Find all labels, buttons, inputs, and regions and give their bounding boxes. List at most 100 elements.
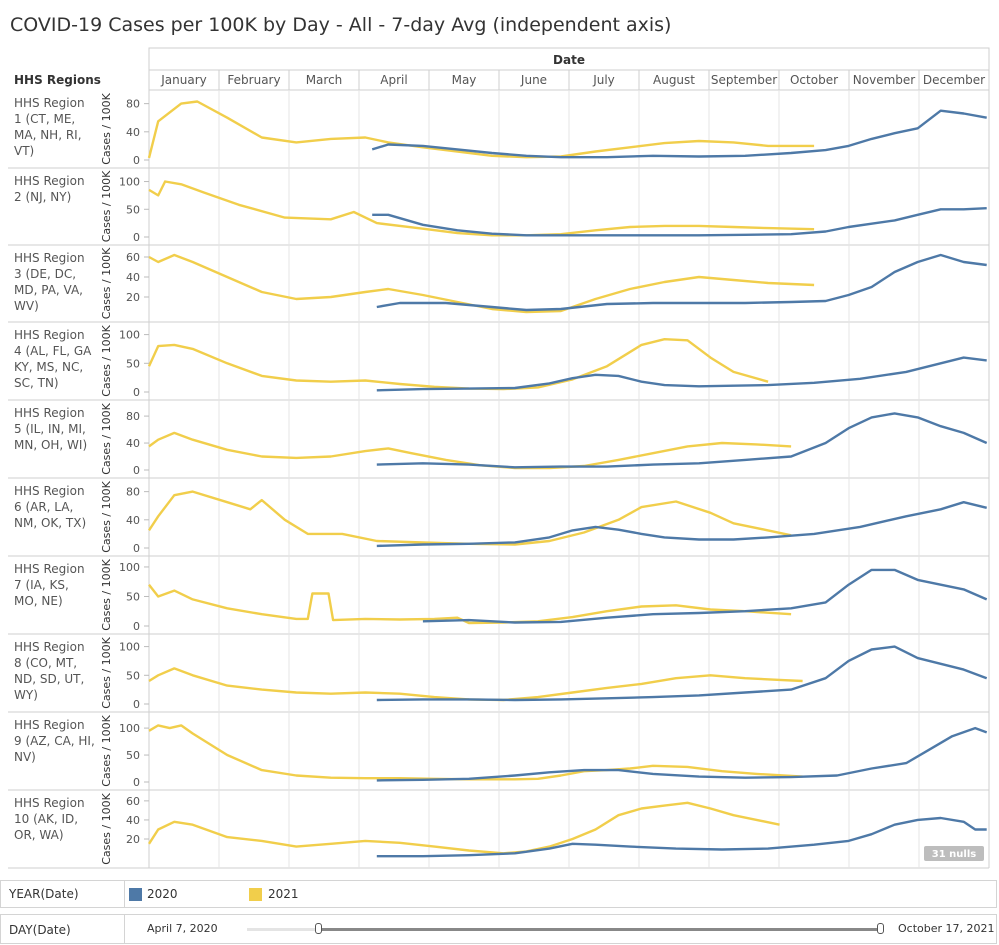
y-tick-label: 80 — [126, 98, 140, 111]
region-label-line: HHS Region — [14, 484, 85, 498]
y-tick-label: 0 — [133, 464, 140, 477]
y-axis-title: Cases / 100K — [100, 324, 113, 396]
region-label-line: 8 (CO, MT, — [14, 656, 77, 670]
y-tick-label: 100 — [119, 329, 140, 342]
y-tick-label: 40 — [126, 126, 140, 139]
legend-swatch-2020[interactable] — [129, 888, 142, 901]
series-2020-line-region-2 — [372, 207, 987, 237]
month-label-february: February — [227, 73, 280, 87]
y-tick-label: 100 — [119, 641, 140, 654]
region-label-line: HHS Region — [14, 251, 85, 265]
filter-end-date: October 17, 2021 — [898, 922, 995, 935]
slider-handle-end[interactable] — [877, 923, 884, 934]
series-2021-line-region-6 — [147, 490, 792, 546]
series-2021-line-region-2 — [148, 180, 815, 237]
y-axis-title: Cases / 100K — [100, 480, 113, 552]
series-2021-line-region-1 — [147, 100, 815, 159]
legend-label-2021[interactable]: 2021 — [268, 887, 299, 901]
series-2020-line-region-7 — [422, 568, 988, 624]
region-label-line: HHS Region — [14, 174, 85, 188]
y-tick-label: 100 — [119, 176, 140, 189]
month-label-january: January — [160, 73, 207, 87]
column-header-date: Date — [553, 53, 585, 67]
y-tick-label: 0 — [133, 698, 140, 711]
row-header-label: HHS Regions — [14, 73, 101, 87]
region-label-line: 6 (AR, LA, — [14, 500, 73, 514]
region-label-line: HHS Region — [14, 96, 85, 110]
filter-start-date: April 7, 2020 — [147, 922, 218, 935]
region-label-line: 2 (NJ, NY) — [14, 190, 71, 204]
region-label-line: 1 (CT, ME, — [14, 112, 75, 126]
region-label-line: 5 (IL, IN, MI, — [14, 422, 86, 436]
month-label-november: November — [853, 73, 915, 87]
region-label-line: MO, NE) — [14, 594, 63, 608]
region-label-line: 7 (IA, KS, — [14, 578, 69, 592]
month-label-september: September — [711, 73, 777, 87]
y-axis-title: Cases / 100K — [100, 558, 113, 630]
y-axis-title: Cases / 100K — [100, 170, 113, 242]
series-2020-line-region-8 — [376, 645, 988, 702]
y-tick-label: 20 — [126, 833, 140, 846]
series-2021-line-region-10 — [147, 801, 780, 855]
legend-label-2020[interactable]: 2020 — [147, 887, 178, 901]
y-tick-label: 60 — [126, 251, 140, 264]
series-2021-line-region-4 — [147, 338, 769, 391]
filter-divider — [124, 915, 125, 943]
y-axis-title: Cases / 100K — [100, 92, 113, 164]
series-2020-line-region-4 — [376, 356, 987, 392]
series-2020-line-region-10 — [376, 816, 987, 858]
region-label-line: MA, NH, RI, — [14, 128, 82, 142]
slider-track-selected[interactable] — [319, 928, 881, 931]
region-label-line: 9 (AZ, CA, HI, — [14, 734, 95, 748]
y-axis-title: Cases / 100K — [100, 792, 113, 864]
slider-handle-start[interactable] — [315, 923, 322, 934]
y-tick-label: 0 — [133, 386, 140, 399]
month-label-july: July — [592, 73, 615, 87]
y-axis-title: Cases / 100K — [100, 247, 113, 319]
y-tick-label: 40 — [126, 271, 140, 284]
legend-title: YEAR(Date) — [9, 887, 79, 901]
month-label-april: April — [380, 73, 407, 87]
region-label-line: NV) — [14, 750, 36, 764]
region-label-line: HHS Region — [14, 562, 85, 576]
y-tick-label: 0 — [133, 776, 140, 789]
y-tick-label: 50 — [126, 357, 140, 370]
month-label-october: October — [790, 73, 838, 87]
series-2021-line-region-3 — [148, 253, 815, 314]
y-tick-label: 40 — [126, 814, 140, 827]
series-2020-line-region-3 — [376, 253, 987, 312]
y-tick-label: 40 — [126, 514, 140, 527]
year-legend: YEAR(Date) 2020 2021 — [0, 880, 997, 908]
region-label-line: OR, WA) — [14, 828, 64, 842]
filter-title: DAY(Date) — [9, 923, 71, 937]
y-tick-label: 80 — [126, 486, 140, 499]
region-label-line: 10 (AK, ID, — [14, 812, 78, 826]
region-label-line: HHS Region — [14, 796, 85, 810]
region-label-line: KY, MS, NC, — [14, 360, 83, 374]
region-label-line: HHS Region — [14, 640, 85, 654]
y-axis-title: Cases / 100K — [100, 636, 113, 708]
region-label-line: VT) — [14, 144, 34, 158]
region-label-line: 4 (AL, FL, GA — [14, 344, 92, 358]
y-tick-label: 50 — [126, 203, 140, 216]
small-multiples-chart: Date HHS Regions January February March April… — [8, 47, 990, 869]
month-label-december: December — [923, 73, 985, 87]
series-2021-line-region-9 — [148, 724, 803, 781]
y-tick-label: 20 — [126, 291, 140, 304]
region-label-line: MN, OH, WI) — [14, 438, 87, 452]
legend-swatch-2021[interactable] — [249, 888, 262, 901]
y-tick-label: 0 — [133, 542, 140, 555]
nulls-indicator-box — [924, 846, 984, 861]
y-tick-label: 100 — [119, 561, 140, 574]
y-axis-title: Cases / 100K — [100, 402, 113, 474]
legend-divider — [124, 881, 125, 907]
region-label-line: HHS Region — [14, 406, 85, 420]
series-2021-line-region-7 — [148, 583, 792, 625]
month-label-march: March — [306, 73, 343, 87]
y-tick-label: 100 — [119, 722, 140, 735]
month-label-may: May — [452, 73, 477, 87]
y-tick-label: 50 — [126, 590, 140, 603]
series-2020-line-region-6 — [376, 501, 987, 548]
region-label-line: ND, SD, UT, — [14, 672, 84, 686]
series-2020-line-region-9 — [376, 726, 988, 782]
